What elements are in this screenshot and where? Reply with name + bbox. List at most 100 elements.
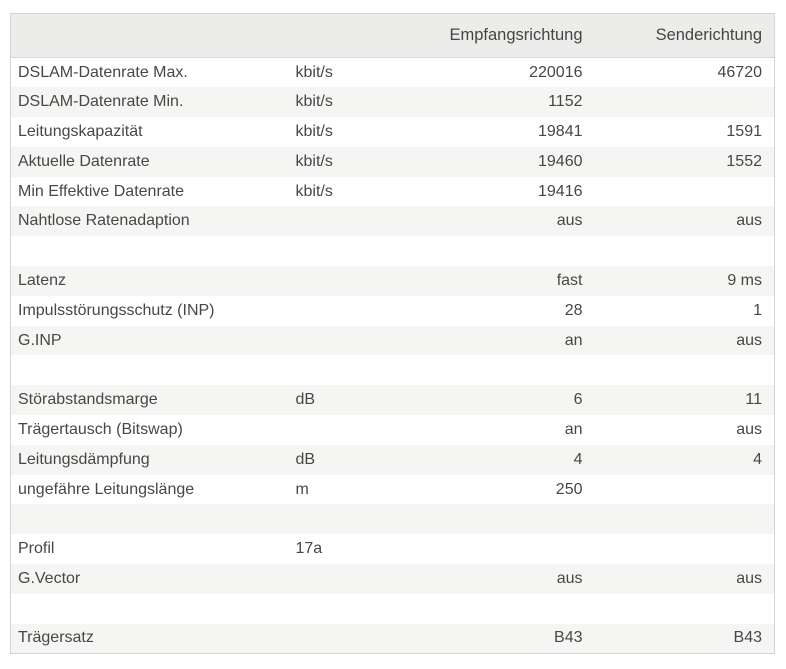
row-value-senderichtung [591, 177, 775, 207]
header-senderichtung: Senderichtung [590, 13, 775, 58]
table-spacer-row [10, 593, 775, 624]
row-value-empfangsrichtung: 250 [555, 480, 583, 498]
row-value-empfangsrichtung: fast [556, 271, 583, 289]
row-label: DSLAM-Datenrate Min. [18, 93, 184, 111]
row-value-empfangsrichtung: an [564, 331, 583, 349]
table-row: G.INP an aus [10, 325, 775, 356]
row-value-senderichtung [591, 504, 775, 534]
row-label: Leitungsdämpfung [18, 450, 150, 468]
row-value-empfangsrichtung [419, 236, 591, 266]
row-label [11, 236, 289, 266]
row-value-empfangsrichtung: 19460 [538, 152, 583, 170]
row-value-senderichtung [591, 534, 775, 564]
table-spacer-row [10, 236, 775, 267]
header-label-column [10, 13, 289, 58]
row-label: Nahtlose Ratenadaption [18, 212, 190, 230]
row-unit: 17a [295, 540, 323, 558]
row-unit: dB [295, 450, 316, 468]
table-row: G.Vector aus aus [10, 564, 775, 594]
table-row: Trägertausch (Bitswap) an aus [10, 415, 775, 445]
row-value-senderichtung [591, 355, 775, 385]
row-value-empfangsrichtung: B43 [554, 629, 583, 647]
row-unit: kbit/s [295, 152, 333, 170]
row-label: DSLAM-Datenrate Max. [18, 63, 188, 81]
row-value-senderichtung [591, 594, 775, 624]
row-value-senderichtung [591, 87, 775, 117]
row-label: G.INP [18, 331, 62, 349]
row-value-empfangsrichtung [419, 355, 591, 385]
row-unit: kbit/s [295, 122, 333, 140]
row-label: Impulsstörungsschutz (INP) [18, 301, 215, 319]
row-label: Min Effektive Datenrate [18, 182, 185, 200]
row-unit: m [295, 480, 309, 498]
row-value-senderichtung: 1 [753, 301, 762, 319]
row-unit [289, 355, 419, 385]
row-unit [289, 326, 419, 356]
table-row: DSLAM-Datenrate Max. kbit/s 220016 46720 [10, 57, 775, 88]
table-row: Min Effektive Datenrate kbit/s 19416 [10, 176, 775, 207]
row-label: Störabstandsmarge [18, 391, 158, 409]
row-value-senderichtung: 1552 [726, 152, 762, 170]
table-row: Latenz fast 9 ms [10, 266, 775, 296]
row-value-empfangsrichtung: 19416 [538, 182, 583, 200]
row-value-senderichtung: aus [736, 212, 762, 230]
row-value-senderichtung: 1591 [726, 122, 762, 140]
row-label: ungefähre Leitungslänge [18, 480, 195, 498]
row-value-empfangsrichtung [419, 504, 591, 534]
row-value-senderichtung: 4 [753, 450, 762, 468]
header-unit-column [288, 13, 419, 58]
row-unit [289, 624, 419, 654]
row-unit [289, 594, 419, 624]
row-unit [289, 206, 419, 236]
row-value-senderichtung: B43 [733, 629, 762, 647]
row-value-senderichtung: aus [736, 331, 762, 349]
table-row: Profil 17a [10, 534, 775, 565]
row-value-senderichtung: aus [736, 420, 762, 438]
row-label: G.Vector [18, 569, 81, 587]
row-value-empfangsrichtung: 19841 [538, 122, 583, 140]
table-row: ungefähre Leitungslänge m 250 [10, 474, 775, 505]
table-row: Trägersatz B43 B43 [10, 623, 775, 654]
row-unit [289, 266, 419, 296]
row-label: Trägertausch (Bitswap) [18, 420, 183, 438]
table-spacer-row [10, 355, 775, 386]
table-row: Leitungsdämpfung dB 4 4 [10, 444, 775, 475]
table-row: Aktuelle Datenrate kbit/s 19460 1552 [10, 146, 775, 177]
table-body: DSLAM-Datenrate Max. kbit/s 220016 46720 DSL… [10, 57, 775, 654]
row-value-senderichtung: 9 ms [727, 271, 762, 289]
row-unit: kbit/s [295, 93, 333, 111]
row-label [11, 594, 289, 624]
row-label: Profil [18, 540, 55, 558]
row-value-senderichtung: aus [736, 569, 762, 587]
table-spacer-row [10, 504, 775, 535]
row-value-empfangsrichtung: aus [556, 212, 583, 230]
row-unit [289, 236, 419, 266]
header-empfangsrichtung: Empfangsrichtung [418, 13, 591, 58]
table-row: Impulsstörungsschutz (INP) 28 1 [10, 295, 775, 326]
table-row: Störabstandsmarge dB 6 11 [10, 385, 775, 416]
row-label: Aktuelle Datenrate [18, 152, 150, 170]
row-value-empfangsrichtung: 28 [564, 301, 583, 319]
row-value-empfangsrichtung: aus [556, 569, 583, 587]
table-header-row: Empfangsrichtung Senderichtung [10, 13, 775, 58]
table-row: Leitungskapazität kbit/s 19841 1591 [10, 117, 775, 147]
row-value-empfangsrichtung: 6 [573, 391, 583, 409]
table-row: DSLAM-Datenrate Min. kbit/s 1152 [10, 87, 775, 118]
row-value-senderichtung: 46720 [717, 63, 763, 81]
row-value-empfangsrichtung: 220016 [529, 63, 583, 81]
row-unit [289, 296, 419, 326]
row-label: Trägersatz [18, 629, 94, 647]
row-unit: kbit/s [295, 63, 333, 81]
row-unit [289, 564, 419, 594]
row-unit: kbit/s [295, 182, 333, 200]
row-value-empfangsrichtung: 4 [573, 450, 583, 468]
table-row: Nahtlose Ratenadaption aus aus [10, 206, 775, 237]
row-label [11, 355, 289, 385]
row-value-empfangsrichtung: 1152 [548, 93, 583, 111]
row-value-senderichtung [591, 475, 775, 505]
row-label: Latenz [18, 271, 67, 289]
row-label: Leitungskapazität [18, 122, 143, 140]
row-value-empfangsrichtung [419, 534, 591, 564]
row-unit [289, 504, 419, 534]
